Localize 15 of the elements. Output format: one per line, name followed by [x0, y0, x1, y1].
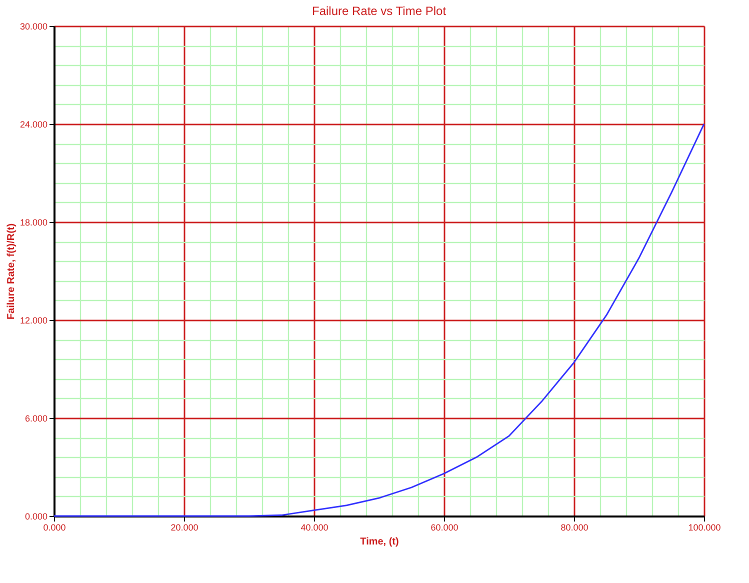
x-tick-label: 60.000	[430, 522, 458, 532]
x-tick-label: 0.000	[43, 522, 66, 532]
y-tick-label: 18.000	[20, 218, 48, 228]
y-tick-label: 6.000	[24, 414, 48, 424]
x-tick-label: 20.000	[170, 522, 198, 532]
x-axis-title: Time, (t)	[360, 536, 399, 548]
y-tick-label: 24.000	[20, 120, 48, 130]
y-axis-title: Failure Rate, f(t)/R(t)	[6, 223, 17, 320]
x-tick-label: 40.000	[300, 522, 328, 532]
x-tick-label: 80.000	[560, 522, 588, 532]
y-tick-label: 0.000	[24, 512, 48, 522]
y-tick-label: 30.000	[20, 22, 48, 32]
y-tick-label: 12.000	[20, 316, 48, 326]
x-tick-label: 100.000	[688, 522, 721, 532]
chart-title: Failure Rate vs Time Plot	[312, 4, 447, 18]
